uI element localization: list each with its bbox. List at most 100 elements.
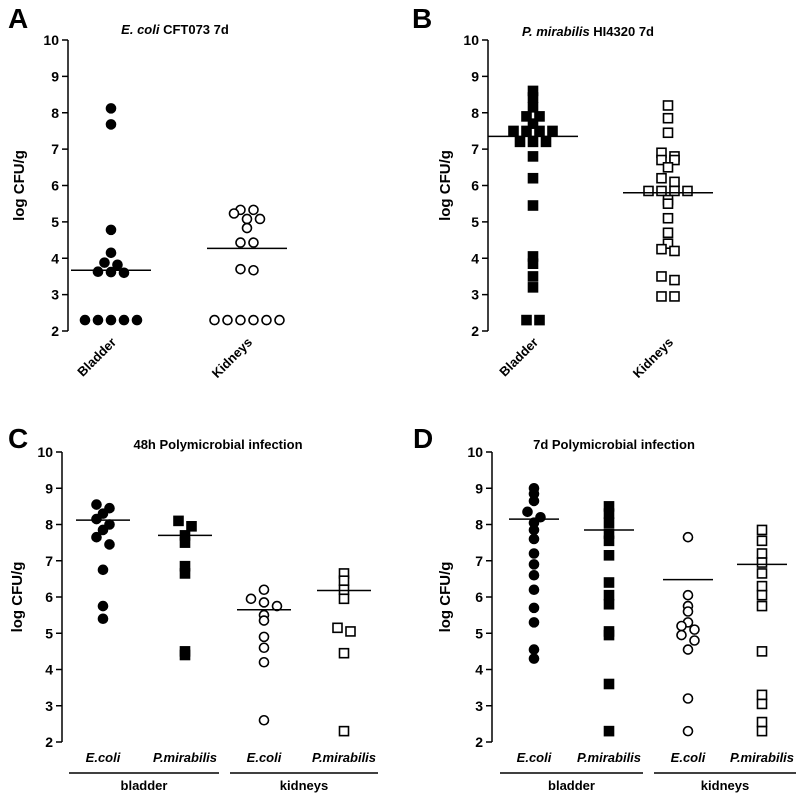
data-point [528, 524, 540, 536]
chart-title-run: 7d Polymicrobial infection [533, 437, 695, 452]
y-tick-label: 7 [51, 141, 59, 157]
data-point [662, 227, 674, 239]
data-point [528, 548, 540, 559]
panel-c: C 48h Polymicrobial infection 2 3 4 5 6 7 8 9 10 lo… [8, 423, 378, 793]
data-point [179, 649, 191, 661]
series-1 [488, 85, 578, 326]
x-tick-label: Bladder [496, 335, 541, 380]
data-point [97, 600, 109, 612]
data-point [97, 564, 109, 576]
data-point [603, 725, 615, 737]
data-point [656, 172, 667, 184]
data-point [662, 127, 674, 139]
data-point [105, 103, 117, 114]
data-point [79, 314, 91, 326]
data-point [669, 274, 680, 286]
data-point [521, 125, 532, 137]
panel-letter: A [8, 3, 28, 34]
data-point [338, 593, 350, 605]
data-point [338, 725, 350, 737]
series-3 [237, 584, 291, 726]
y-tick-label: 7 [471, 141, 479, 157]
data-point [534, 111, 545, 122]
data-point [235, 263, 246, 275]
data-point [254, 213, 266, 225]
data-point [179, 537, 191, 548]
y-tick-label: 5 [475, 625, 483, 641]
y-tick-label: 8 [45, 517, 53, 533]
y-axis-label: log CFU/g [437, 150, 454, 221]
data-point [528, 584, 540, 596]
category-label: bladder [548, 778, 595, 793]
data-point [756, 580, 768, 592]
data-point [91, 513, 102, 525]
data-point [534, 314, 545, 326]
data-point [258, 656, 270, 668]
data-point [105, 247, 117, 259]
x-tick-label: E.coli [671, 750, 706, 765]
data-point [258, 584, 270, 596]
data-point [92, 266, 104, 278]
data-point [540, 136, 552, 148]
x-tick-label: E.coli [247, 750, 282, 765]
data-point [527, 101, 539, 113]
data-point [527, 172, 539, 184]
y-tick-label: 8 [51, 105, 59, 121]
chart-title: E. coli CFT073 7d [121, 22, 229, 37]
data-point [521, 111, 532, 122]
data-point [527, 151, 539, 162]
x-tick-label: P.mirabilis [730, 750, 794, 765]
data-point [603, 517, 615, 528]
data-point [669, 176, 680, 188]
y-tick-label: 2 [45, 734, 53, 750]
series-4 [737, 524, 787, 737]
y-tick-label: 3 [45, 698, 53, 714]
data-point [99, 257, 110, 268]
data-point [528, 653, 540, 664]
data-point [235, 237, 246, 248]
x-tick-label: P.mirabilis [577, 750, 641, 765]
data-point [656, 271, 667, 282]
data-point [547, 125, 558, 137]
panel-b: B P. mirabilis HI4320 7d 2 3 4 5 6 7 8 9 10 log CFU… [412, 3, 713, 381]
data-point [258, 597, 270, 608]
y-tick-label: 9 [471, 68, 479, 84]
data-point [527, 136, 539, 148]
panel-letter: D [413, 423, 433, 454]
data-point [508, 125, 519, 137]
data-point [112, 259, 123, 271]
y-tick-label: 10 [43, 32, 59, 48]
data-point [656, 185, 667, 197]
series-3 [663, 531, 713, 737]
data-point [104, 502, 115, 514]
y-tick-label: 8 [471, 105, 479, 121]
data-point [527, 118, 539, 129]
data-point [105, 224, 117, 236]
data-point [209, 314, 220, 326]
data-point [91, 531, 102, 543]
data-point [92, 314, 104, 326]
data-point [656, 291, 667, 302]
chart-title: 48h Polymicrobial infection [133, 437, 302, 452]
data-point [603, 577, 615, 588]
y-axis-label: log CFU/g [11, 150, 28, 221]
y-tick-label: 2 [51, 323, 59, 339]
data-point [91, 499, 102, 510]
chart-title-run: CFT073 7d [159, 22, 228, 37]
y-tick-label: 5 [51, 214, 59, 230]
data-point [527, 200, 539, 211]
data-point [528, 533, 540, 545]
data-point [248, 204, 259, 216]
data-point [105, 266, 117, 278]
category-label: bladder [121, 778, 168, 793]
panel-letter: C [8, 423, 28, 454]
series-1 [71, 103, 151, 326]
data-point [603, 589, 615, 601]
series-2 [584, 501, 634, 737]
y-tick-label: 3 [471, 287, 479, 303]
data-point [527, 282, 539, 293]
data-point [676, 629, 687, 641]
data-point [756, 524, 768, 536]
y-tick-label: 10 [463, 32, 479, 48]
data-point [522, 506, 533, 518]
